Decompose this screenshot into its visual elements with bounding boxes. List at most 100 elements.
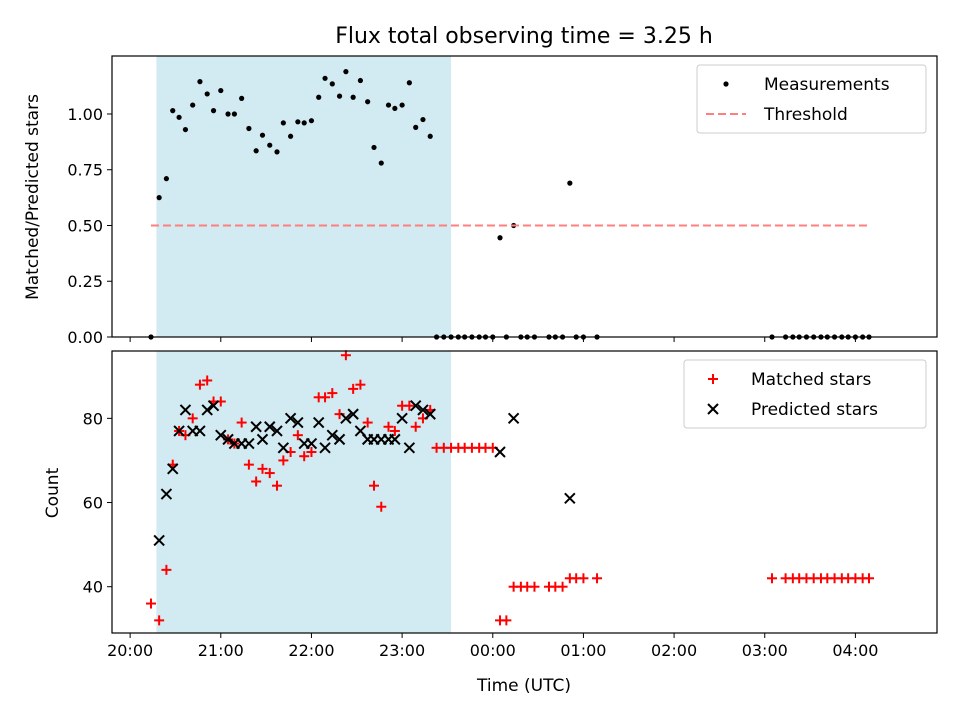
measurement-point: [378, 160, 384, 166]
matched-stars-point: [251, 476, 262, 487]
observing-interval-shade: [156, 56, 452, 337]
measurement-point: [246, 125, 252, 132]
x-b: [201, 404, 213, 416]
measurement-point: [295, 119, 301, 125]
x-b: [222, 433, 234, 446]
predicted-stars-point: [410, 400, 422, 412]
matched-stars-point: [257, 463, 268, 474]
measurement-point: [420, 116, 426, 123]
predicted-stars-point: [160, 488, 173, 500]
matched-stars-point: [578, 573, 589, 584]
measurement-point: [329, 81, 335, 87]
matched-stars-point: [376, 501, 387, 512]
measurement-point: [357, 77, 364, 84]
x-b: [494, 446, 506, 458]
x-tick-label: 04:00: [832, 641, 878, 660]
predicted-stars-point: [347, 408, 359, 420]
predicted-stars-point: [396, 412, 408, 425]
predicted-stars-point: [389, 433, 401, 446]
predicted-stars-point: [312, 416, 325, 429]
measurement-point: [197, 79, 203, 85]
measurement-point: [156, 195, 162, 201]
x-b: [305, 437, 318, 450]
measurement-point: [406, 80, 412, 86]
measurement-point: [399, 102, 405, 108]
x-b: [333, 433, 346, 446]
series-predicted-stars: [153, 400, 576, 547]
predicted-stars-point: [179, 404, 192, 416]
legend-label: Matched stars: [751, 370, 871, 390]
predicted-stars-point: [494, 446, 506, 458]
observing-interval-shade: [156, 351, 452, 633]
matched-stars-point: [355, 379, 366, 390]
measurement-point: [225, 111, 231, 117]
y-tick-label: 80: [83, 409, 103, 428]
predicted-stars-point: [256, 433, 269, 446]
matched-stars-point: [278, 455, 289, 466]
matched-stars-point: [383, 421, 394, 432]
measurement-point: [308, 118, 315, 124]
measurement-point: [259, 132, 266, 138]
predicted-stars-point: [215, 429, 227, 441]
x-b: [256, 433, 269, 446]
matched-stars-point: [362, 417, 373, 428]
x-b: [243, 437, 255, 450]
measurement-point: [274, 149, 280, 155]
matched-stars-point: [243, 459, 254, 470]
measurement-point: [231, 111, 237, 117]
x-b: [207, 400, 220, 412]
measurement-point: [343, 69, 349, 75]
predicted-stars-point: [326, 429, 339, 441]
x-b: [264, 421, 276, 433]
matched-stars-point: [340, 350, 351, 361]
bottom-y-axis-label: Count: [43, 467, 63, 518]
predicted-stars-point: [271, 425, 283, 437]
measurement-point: [182, 126, 189, 133]
x-b: [179, 404, 192, 416]
y-tick-label: 60: [83, 494, 103, 513]
x-tick-label: 23:00: [379, 641, 425, 660]
y-tick-label: 0.75: [67, 161, 103, 180]
measurement-point: [497, 235, 503, 241]
predicted-stars-point: [194, 425, 206, 437]
measurement-point: [567, 180, 573, 186]
predicted-stars-point: [264, 421, 276, 433]
predicted-stars-point: [167, 463, 179, 475]
measurement-point: [163, 176, 169, 182]
x-b: [319, 442, 331, 454]
measurement-point: [413, 124, 419, 130]
matched-stars-point: [404, 400, 415, 411]
x-b: [292, 416, 304, 429]
x-b: [424, 408, 436, 420]
measurement-point: [170, 108, 176, 114]
x-b: [507, 412, 520, 425]
matched-stars-point: [236, 417, 247, 428]
matched-stars-point: [369, 480, 380, 491]
x-b: [354, 425, 367, 437]
x-b: [215, 429, 227, 441]
x-tick-label: 20:00: [107, 641, 153, 660]
predicted-stars-point: [403, 442, 416, 454]
x-b: [326, 429, 339, 441]
matched-stars-point: [410, 421, 421, 432]
x-b: [153, 534, 165, 547]
predicted-stars-point: [340, 412, 352, 425]
x-tick-label: 21:00: [198, 641, 244, 660]
y-tick-label: 40: [83, 578, 103, 597]
matched-stars-point: [767, 573, 777, 584]
matched-stars-point: [348, 383, 359, 394]
legend-label: Predicted stars: [751, 400, 878, 420]
x-b: [250, 421, 262, 433]
x-b: [167, 463, 179, 475]
measurement-point: [210, 108, 217, 114]
predicted-stars-point: [153, 534, 165, 547]
legend-dot-marker: [723, 81, 729, 87]
predicted-stars-point: [319, 442, 331, 454]
measurement-point: [385, 102, 392, 108]
y-tick-label: 0.50: [67, 216, 103, 235]
matched-stars-point: [299, 451, 310, 462]
top-panel: 0.00 0.25 0.50 0.75 1.00 Measurements Threshol…: [67, 55, 938, 347]
predicted-stars-point: [292, 416, 304, 429]
x-b: [312, 416, 325, 429]
